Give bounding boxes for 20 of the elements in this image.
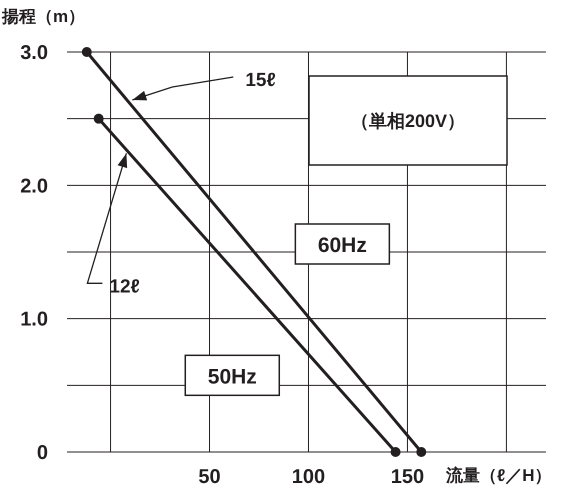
- y-tick-label: 3.0: [20, 42, 48, 64]
- series-label: 60Hz: [294, 223, 390, 265]
- annotation: 12ℓ: [109, 276, 140, 298]
- series-label: 50Hz: [184, 354, 280, 396]
- x-tick-label: 50: [198, 466, 221, 486]
- point: [94, 114, 104, 124]
- x-tick-label: 150: [390, 466, 424, 486]
- point: [416, 447, 426, 457]
- point: [390, 447, 401, 457]
- x-axis-title: 流量（ℓ／H）: [445, 466, 552, 485]
- x-tick-label: 100: [292, 466, 326, 486]
- y-tick-label: 2.0: [20, 175, 48, 198]
- text: 60Hz: [318, 234, 367, 257]
- annotation: 15ℓ: [245, 70, 276, 91]
- y-tick-label: 1.0: [20, 308, 48, 331]
- note-box: （単相200V）: [308, 75, 508, 166]
- annotation: （単相200V）: [350, 111, 466, 131]
- y-tick-label: 0: [36, 442, 48, 464]
- y-axis-title: 揚程（m）: [1, 7, 86, 26]
- point: [82, 47, 92, 57]
